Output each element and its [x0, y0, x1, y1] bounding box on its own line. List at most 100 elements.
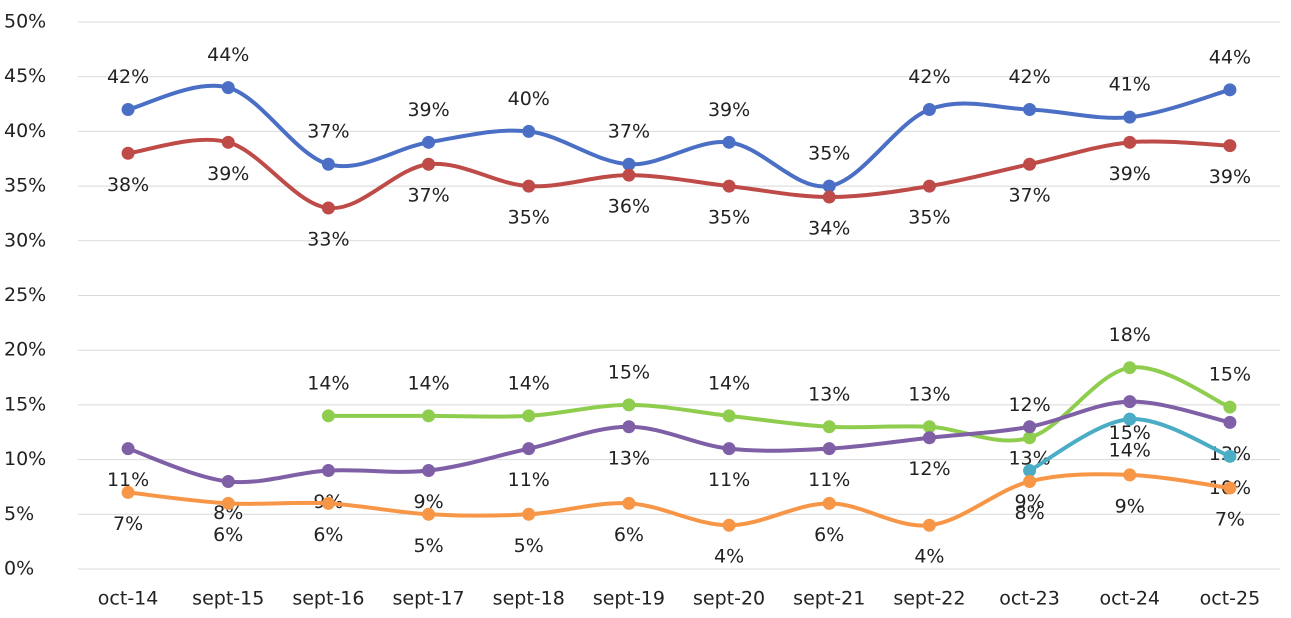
point-marker: [121, 146, 135, 160]
point-marker: [922, 179, 936, 193]
point-marker: [1223, 415, 1237, 429]
x-tick-label: sept-22: [893, 588, 965, 610]
y-tick-label: 45%: [4, 65, 46, 87]
data-label: 39%: [407, 99, 449, 121]
point-marker: [121, 103, 135, 117]
data-label: 12%: [1008, 394, 1050, 416]
data-label: 14%: [307, 372, 349, 394]
data-label: 18%: [1109, 324, 1151, 346]
data-label: 39%: [207, 163, 249, 185]
point-marker: [1023, 420, 1037, 434]
point-marker: [321, 201, 335, 215]
point-marker: [1123, 395, 1137, 409]
point-marker: [121, 442, 135, 456]
data-label: 11%: [808, 469, 850, 491]
point-marker: [1023, 431, 1037, 445]
data-label: 9%: [1015, 491, 1045, 513]
data-label: 38%: [107, 174, 149, 196]
x-tick-label: sept-18: [493, 588, 565, 610]
point-marker: [1023, 157, 1037, 171]
point-marker: [922, 420, 936, 434]
data-label: 9%: [1115, 495, 1145, 517]
data-label: 37%: [307, 121, 349, 143]
data-label: 44%: [207, 44, 249, 66]
data-label: 11%: [107, 469, 149, 491]
point-marker: [522, 179, 536, 193]
x-tick-label: oct-24: [1099, 588, 1160, 610]
point-marker: [1023, 103, 1037, 117]
x-tick-label: sept-21: [793, 588, 865, 610]
point-marker: [221, 135, 235, 149]
data-label: 14%: [708, 372, 750, 394]
point-marker: [422, 409, 436, 423]
x-tick-label: oct-25: [1200, 588, 1261, 610]
point-marker: [1123, 361, 1137, 375]
data-label: 13%: [808, 383, 850, 405]
x-tick-label: sept-16: [292, 588, 364, 610]
data-label: 36%: [608, 196, 650, 218]
point-marker: [1223, 139, 1237, 153]
data-label: 35%: [808, 143, 850, 165]
data-label: 6%: [614, 524, 644, 546]
point-marker: [221, 496, 235, 510]
series-line: [126, 83, 1232, 189]
point-marker: [422, 157, 436, 171]
data-label: 42%: [908, 66, 950, 88]
data-label: 14%: [407, 372, 449, 394]
data-label: 13%: [608, 447, 650, 469]
data-label: 8%: [213, 502, 243, 524]
data-label: 8%: [1015, 502, 1045, 524]
point-marker: [422, 507, 436, 521]
point-marker: [422, 464, 436, 478]
data-label: 15%: [1209, 364, 1251, 386]
data-label: 34%: [808, 218, 850, 240]
point-marker: [822, 442, 836, 456]
data-label: 39%: [1209, 166, 1251, 188]
y-tick-label: 30%: [4, 229, 46, 251]
point-marker: [622, 168, 636, 182]
data-label: 37%: [407, 185, 449, 207]
point-marker: [1123, 412, 1137, 426]
data-label: 11%: [508, 469, 550, 491]
data-label: 9%: [414, 491, 444, 513]
data-label: 35%: [708, 207, 750, 229]
point-marker: [121, 485, 135, 499]
data-label: 40%: [508, 88, 550, 110]
point-marker: [822, 420, 836, 434]
data-label: 13%: [908, 383, 950, 405]
point-marker: [422, 135, 436, 149]
point-marker: [522, 124, 536, 138]
point-marker: [221, 81, 235, 95]
point-marker: [1023, 464, 1037, 478]
point-marker: [822, 190, 836, 204]
y-tick-label: 0%: [4, 558, 34, 580]
point-marker: [622, 420, 636, 434]
y-tick-label: 35%: [4, 175, 46, 197]
x-tick-label: sept-19: [593, 588, 665, 610]
y-tick-label: 50%: [4, 11, 46, 33]
data-label: 5%: [514, 535, 544, 557]
point-marker: [822, 496, 836, 510]
data-label: 11%: [708, 469, 750, 491]
point-marker: [1123, 468, 1137, 482]
data-label: 6%: [814, 524, 844, 546]
data-label: 14%: [508, 372, 550, 394]
data-label: 37%: [1008, 185, 1050, 207]
point-marker: [321, 496, 335, 510]
data-label: 35%: [508, 207, 550, 229]
x-tick-label: sept-20: [693, 588, 765, 610]
point-marker: [622, 496, 636, 510]
series-line: [326, 365, 1232, 443]
point-marker: [922, 431, 936, 445]
x-tick-label: sept-17: [393, 588, 465, 610]
point-marker: [722, 442, 736, 456]
point-marker: [722, 409, 736, 423]
point-marker: [722, 518, 736, 532]
point-marker: [1223, 83, 1237, 97]
data-label: 37%: [608, 121, 650, 143]
point-marker: [522, 442, 536, 456]
data-label: 44%: [1209, 46, 1251, 68]
data-label: 7%: [113, 513, 143, 535]
point-marker: [1023, 474, 1037, 488]
